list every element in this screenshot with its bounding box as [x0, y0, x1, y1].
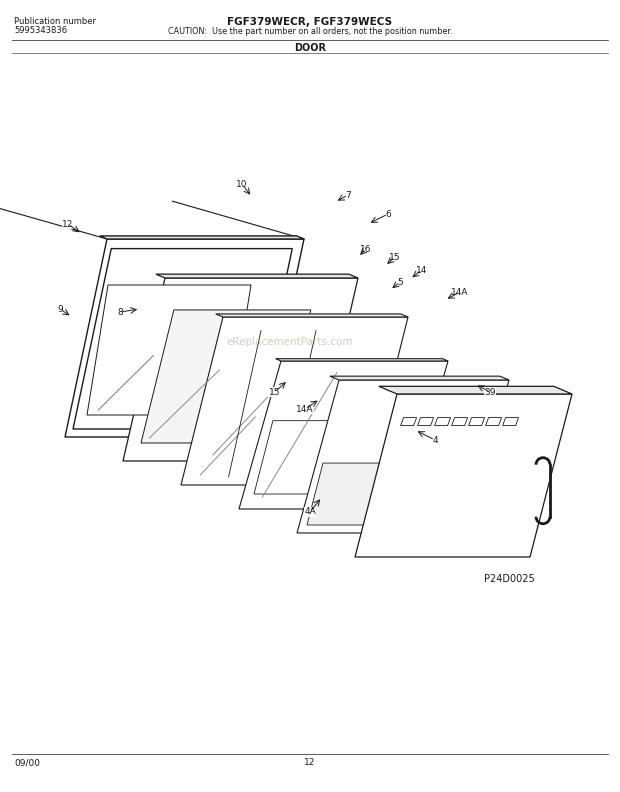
Text: 6: 6 [385, 210, 391, 219]
Polygon shape [469, 417, 485, 425]
Polygon shape [451, 417, 467, 425]
Text: 10: 10 [236, 180, 248, 188]
Text: 9: 9 [57, 304, 63, 314]
Polygon shape [330, 376, 509, 380]
Text: 39: 39 [484, 387, 496, 397]
Text: 5: 5 [397, 277, 403, 287]
Polygon shape [216, 314, 408, 317]
Text: 16: 16 [360, 245, 372, 253]
Text: Publication number: Publication number [14, 17, 96, 26]
Polygon shape [355, 394, 572, 557]
Polygon shape [307, 463, 468, 525]
Polygon shape [401, 417, 417, 425]
Text: 8: 8 [117, 307, 123, 317]
Text: 14A: 14A [451, 287, 469, 296]
Text: 7: 7 [345, 191, 351, 200]
Text: 12: 12 [304, 758, 316, 767]
Polygon shape [379, 386, 572, 394]
Text: 15: 15 [269, 387, 281, 397]
Polygon shape [181, 317, 408, 485]
Polygon shape [141, 310, 311, 443]
Text: 4: 4 [432, 436, 438, 444]
Polygon shape [485, 417, 502, 425]
Polygon shape [123, 278, 358, 461]
Text: 14A: 14A [296, 405, 314, 413]
Text: 12: 12 [63, 219, 74, 229]
Polygon shape [100, 236, 304, 239]
Text: P24D0025: P24D0025 [484, 574, 535, 584]
Text: CAUTION:  Use the part number on all orders, not the position number.: CAUTION: Use the part number on all orde… [168, 27, 452, 36]
Text: DOOR: DOOR [294, 43, 326, 53]
Polygon shape [87, 285, 251, 415]
Text: 4A: 4A [304, 508, 316, 516]
Text: FGF379WECR, FGF379WECS: FGF379WECR, FGF379WECS [228, 17, 392, 27]
Polygon shape [65, 239, 304, 437]
Text: 14: 14 [416, 265, 428, 275]
Polygon shape [297, 380, 509, 533]
Text: 5995343836: 5995343836 [14, 26, 67, 35]
Text: 15: 15 [389, 253, 401, 261]
Polygon shape [275, 359, 448, 361]
Polygon shape [418, 417, 433, 425]
Polygon shape [435, 417, 451, 425]
Polygon shape [254, 421, 398, 494]
Polygon shape [156, 274, 358, 278]
Text: eReplacementParts.com: eReplacementParts.com [227, 337, 353, 347]
Polygon shape [503, 417, 518, 425]
Polygon shape [239, 361, 448, 509]
Text: 09/00: 09/00 [14, 758, 40, 767]
